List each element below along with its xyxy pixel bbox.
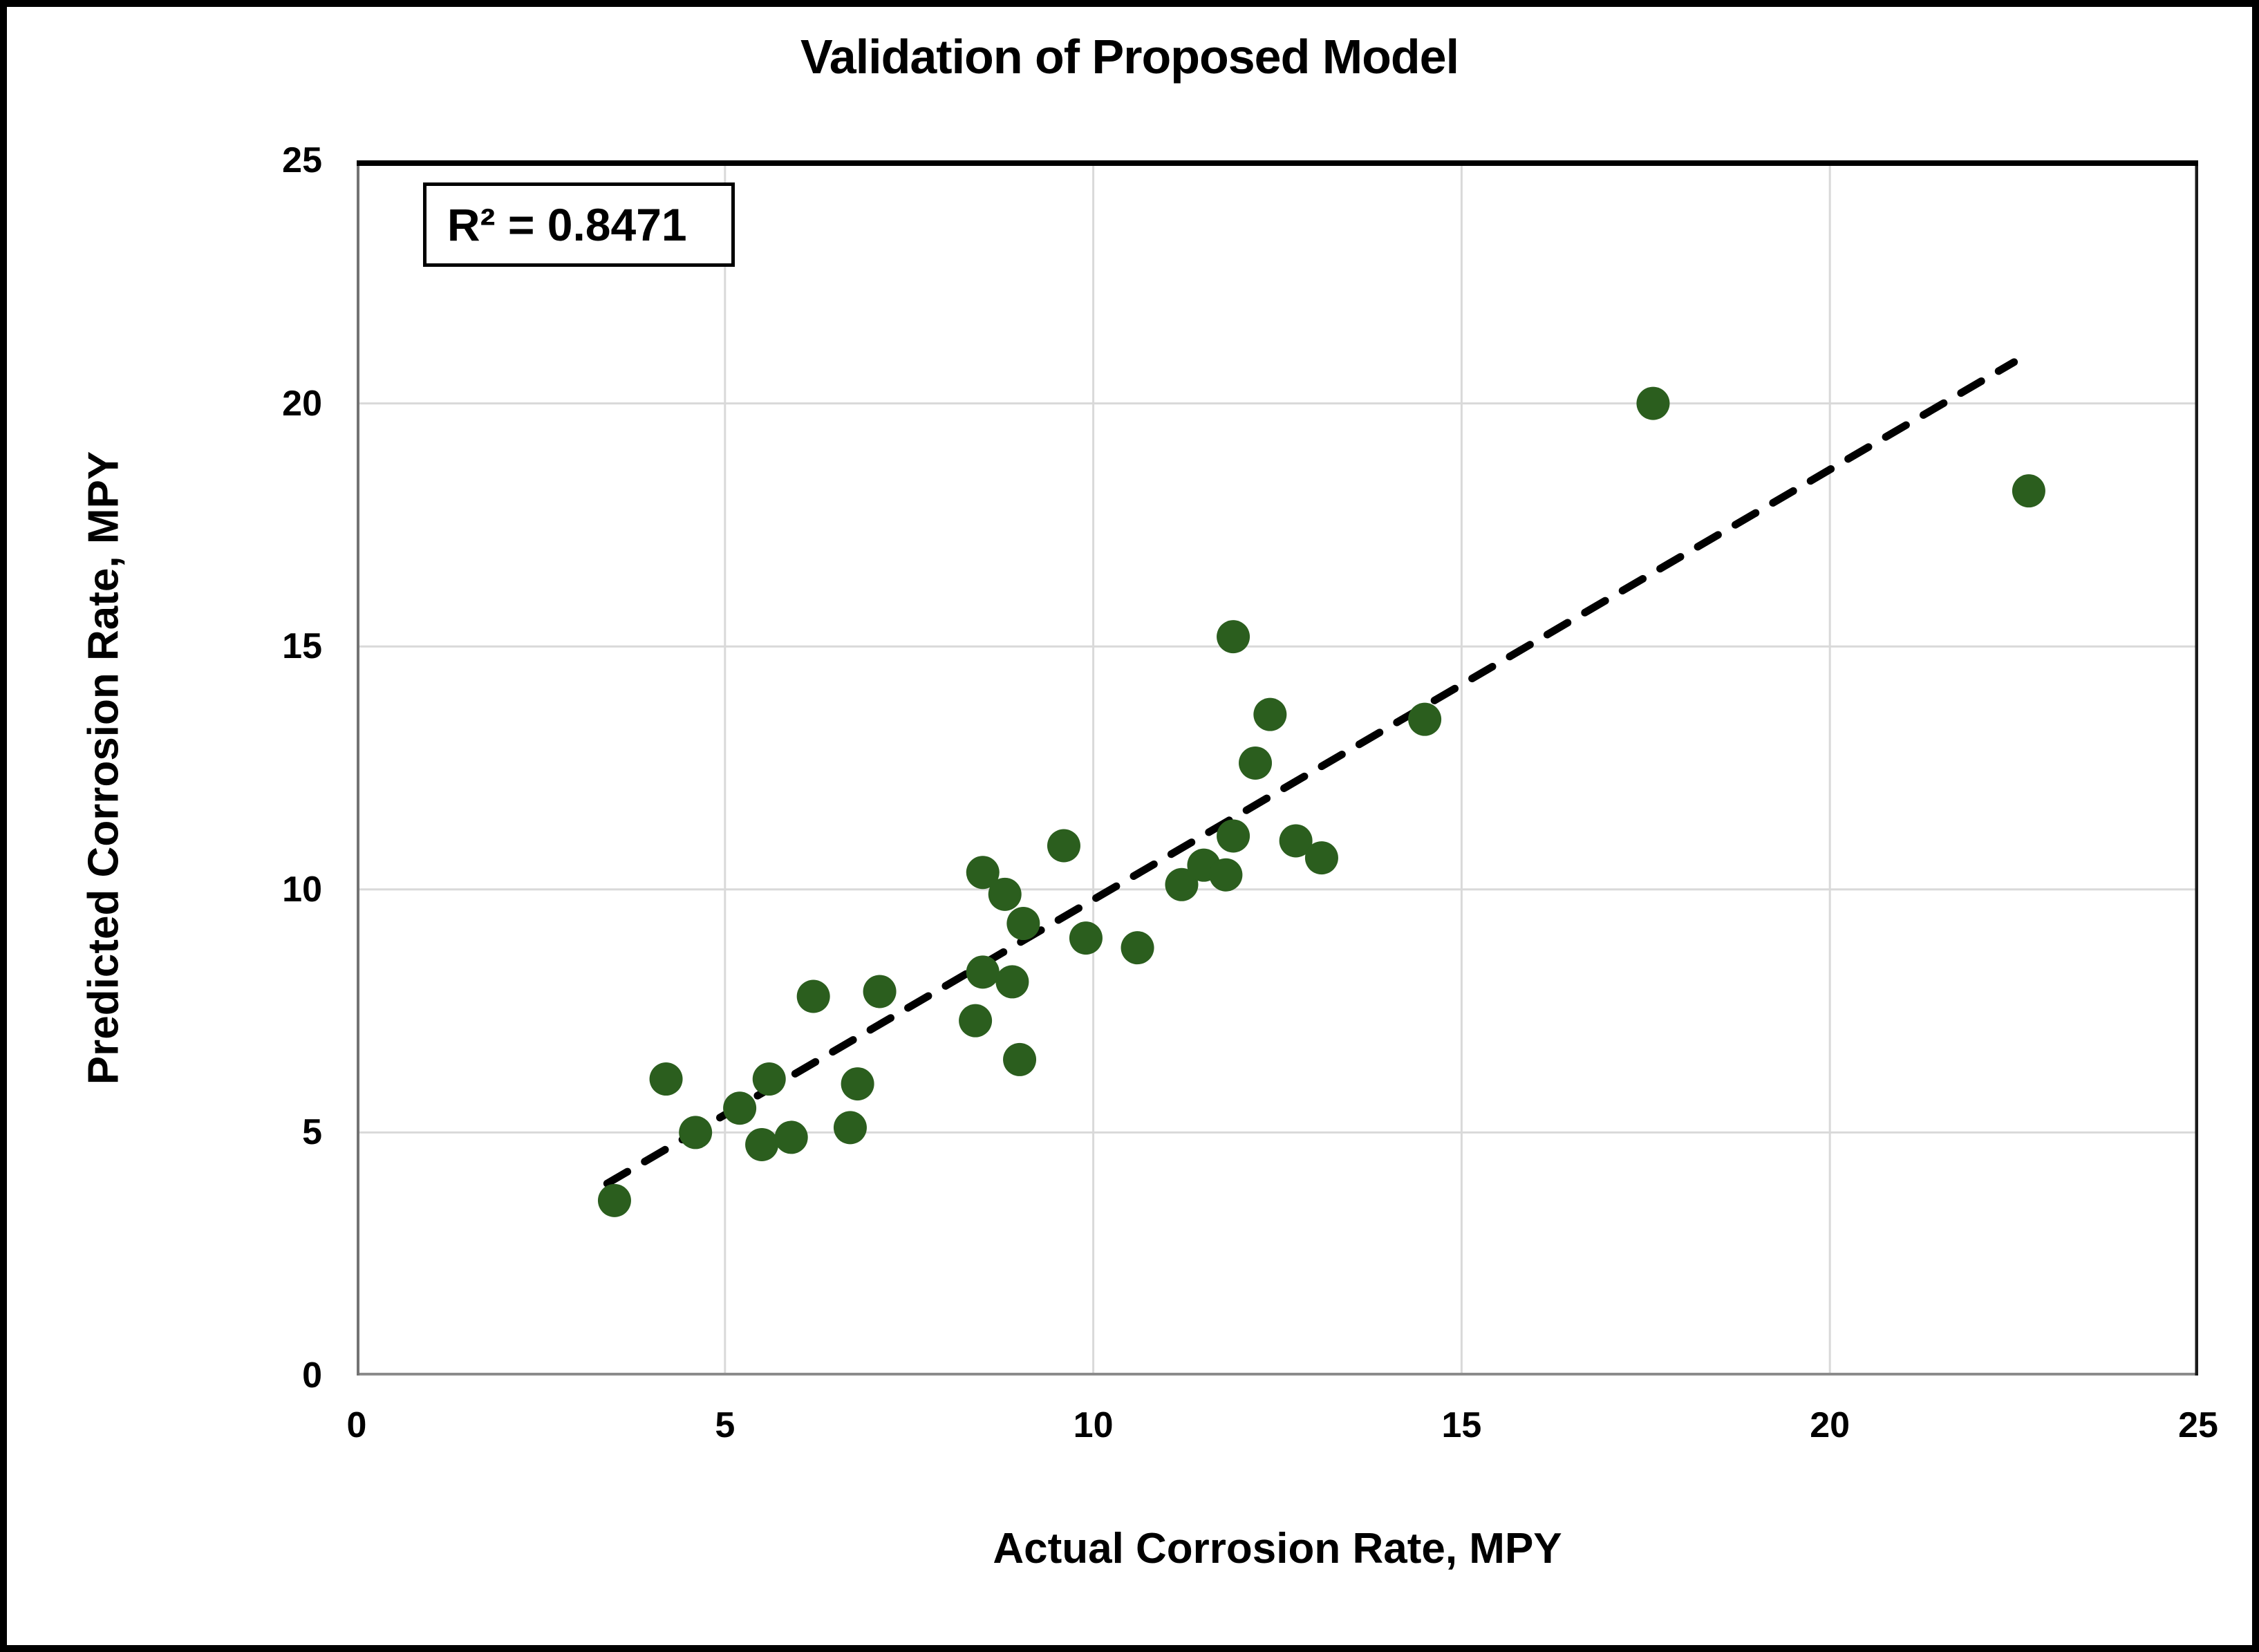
y-tick-label: 25 (282, 140, 322, 180)
y-axis-title: Predicted Corrosion Rate, MPY (79, 451, 128, 1085)
x-tick-label: 25 (2178, 1405, 2218, 1445)
data-point (1047, 829, 1080, 863)
data-point (1209, 858, 1243, 892)
data-point (959, 1004, 993, 1038)
y-tick-label: 15 (282, 626, 322, 667)
trendline (603, 358, 2018, 1188)
data-point (1069, 921, 1103, 955)
x-tick-label: 10 (1073, 1405, 1114, 1445)
data-point (1165, 867, 1199, 901)
data-point (1304, 841, 1338, 875)
scatter-plot-svg (357, 160, 2198, 1376)
data-point (1636, 386, 1670, 420)
data-point (863, 975, 897, 1008)
chart-title: Validation of Proposed Model (800, 30, 1459, 84)
data-point (1279, 824, 1313, 858)
data-point (1408, 702, 1442, 736)
data-point (774, 1120, 808, 1154)
x-tick-label: 20 (1810, 1405, 1850, 1445)
data-point (1006, 907, 1040, 941)
data-point (966, 955, 1000, 989)
data-point (1239, 746, 1273, 780)
y-tick-label: 0 (302, 1355, 322, 1396)
x-axis-title: Actual Corrosion Rate, MPY (993, 1525, 1562, 1573)
x-tick-label: 15 (1441, 1405, 1482, 1445)
data-point (796, 979, 830, 1013)
data-point (995, 965, 1029, 999)
data-point (752, 1062, 786, 1096)
data-point (988, 877, 1022, 911)
data-point (649, 1062, 683, 1096)
data-point (841, 1067, 874, 1101)
y-tick-label: 20 (282, 383, 322, 424)
plot-area (357, 160, 2198, 1376)
data-point (1121, 931, 1154, 965)
data-point (679, 1116, 713, 1149)
data-point (1003, 1042, 1037, 1076)
data-point (1217, 819, 1250, 853)
data-point (2012, 474, 2045, 508)
data-point (833, 1111, 867, 1145)
x-tick-label: 5 (715, 1405, 735, 1445)
data-point (1253, 697, 1287, 731)
data-point (723, 1091, 757, 1125)
y-tick-label: 10 (282, 869, 322, 910)
y-tick-label: 5 (302, 1112, 322, 1153)
x-tick-label: 0 (346, 1405, 367, 1445)
r-squared-annotation: R² = 0.8471 (422, 182, 735, 267)
data-point (745, 1127, 779, 1161)
data-point (1217, 620, 1250, 654)
data-point (597, 1183, 631, 1217)
data-point (966, 856, 1000, 890)
